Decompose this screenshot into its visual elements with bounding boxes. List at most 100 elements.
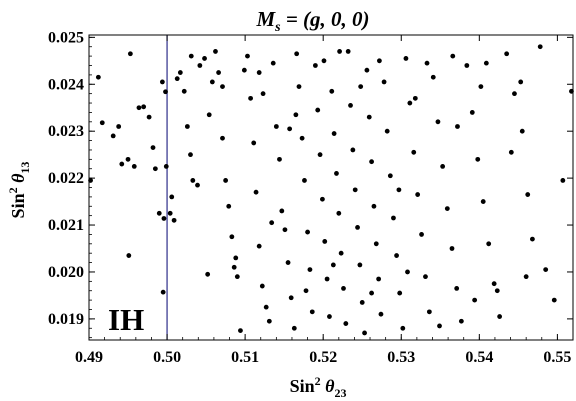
- data-point: [127, 51, 133, 57]
- data-point: [220, 135, 225, 141]
- data-point: [279, 208, 285, 214]
- data-point: [440, 163, 446, 169]
- title-rest: = (g, 0, 0): [281, 7, 370, 31]
- data-point: [337, 49, 342, 54]
- data-point: [430, 74, 436, 80]
- y-tick-label: 0.023: [48, 123, 84, 140]
- data-point: [177, 70, 183, 75]
- x-axis-ticks: 0.49 0.50 0.51 0.52 0.53 0.54 0.55: [75, 35, 571, 366]
- data-point: [480, 199, 486, 204]
- data-point: [530, 236, 535, 242]
- data-point: [234, 274, 240, 280]
- data-point: [302, 178, 307, 183]
- data-point: [169, 194, 175, 200]
- data-point: [288, 295, 294, 301]
- data-point: [184, 124, 190, 129]
- y-tick-label: 0.019: [48, 311, 84, 328]
- data-point: [396, 187, 402, 193]
- data-point: [260, 91, 266, 97]
- data-point: [195, 182, 200, 188]
- data-point: [345, 49, 351, 54]
- data-point: [293, 112, 299, 118]
- data-point: [174, 76, 180, 82]
- x-label-sup: 2: [315, 374, 321, 388]
- data-point: [412, 95, 418, 101]
- data-point: [99, 120, 105, 126]
- data-point: [518, 79, 524, 85]
- data-point: [378, 311, 384, 317]
- data-point: [324, 276, 330, 282]
- data-point: [366, 114, 372, 120]
- data-point: [343, 321, 349, 326]
- data-point: [223, 178, 229, 183]
- data-point: [407, 100, 413, 106]
- x-tick-label: 0.55: [543, 349, 571, 366]
- x-label-prefix: Sin: [290, 376, 315, 396]
- data-point: [455, 124, 460, 129]
- y-tick-label: 0.020: [48, 264, 84, 281]
- x-tick-label: 0.49: [75, 349, 103, 366]
- data-point: [248, 95, 253, 101]
- data-point: [391, 215, 396, 221]
- data-point: [364, 67, 370, 73]
- data-point: [266, 318, 272, 324]
- data-point: [329, 88, 335, 94]
- y-label-prefix: Sin: [8, 193, 28, 218]
- x-tick-label: 0.50: [153, 349, 181, 366]
- data-point: [327, 314, 332, 319]
- data-point: [95, 74, 101, 80]
- data-point: [369, 290, 374, 296]
- data-point: [190, 178, 196, 183]
- data-point: [303, 288, 309, 294]
- data-point: [309, 309, 315, 315]
- data-point: [352, 187, 358, 193]
- y-tick-label: 0.021: [48, 217, 84, 234]
- data-point: [181, 88, 187, 94]
- panel-annotation: IH: [108, 302, 144, 337]
- data-point: [167, 210, 173, 216]
- data-point: [197, 63, 203, 68]
- data-point: [205, 271, 211, 277]
- data-point: [296, 84, 302, 90]
- data-point: [405, 269, 410, 275]
- data-point: [285, 260, 291, 265]
- data-point: [330, 262, 336, 268]
- data-point: [321, 58, 327, 64]
- data-point: [206, 112, 212, 118]
- data-point: [426, 309, 432, 315]
- data-point: [525, 192, 531, 197]
- data-point: [110, 133, 116, 139]
- data-point: [156, 210, 162, 216]
- data-point: [163, 163, 169, 169]
- data-point: [450, 53, 456, 59]
- x-axis-label: Sin2 θ23: [290, 374, 347, 400]
- data-point: [125, 156, 131, 162]
- data-point: [483, 60, 489, 66]
- data-point: [259, 283, 265, 289]
- data-point: [320, 196, 325, 202]
- data-point: [341, 285, 346, 291]
- data-point: [251, 140, 257, 146]
- data-point: [209, 79, 215, 85]
- data-point: [394, 253, 399, 258]
- data-point: [373, 241, 379, 247]
- x-label-sub: 23: [334, 386, 346, 400]
- data-point: [350, 147, 356, 153]
- y-tick-label: 0.022: [48, 170, 84, 187]
- data-point: [256, 70, 262, 75]
- data-point: [537, 44, 543, 50]
- data-point: [263, 304, 269, 310]
- data-point: [359, 300, 365, 305]
- data-point: [403, 56, 409, 61]
- y-label-theta: θ: [8, 173, 28, 188]
- data-point: [160, 289, 166, 295]
- data-point: [150, 145, 156, 151]
- data-point: [560, 178, 566, 183]
- data-point: [231, 264, 237, 270]
- data-point: [241, 67, 247, 73]
- data-point: [270, 60, 276, 66]
- data-point: [161, 216, 167, 221]
- y-axis-label: Sin2 θ13: [6, 162, 32, 219]
- data-point: [458, 318, 464, 324]
- data-point: [88, 178, 93, 183]
